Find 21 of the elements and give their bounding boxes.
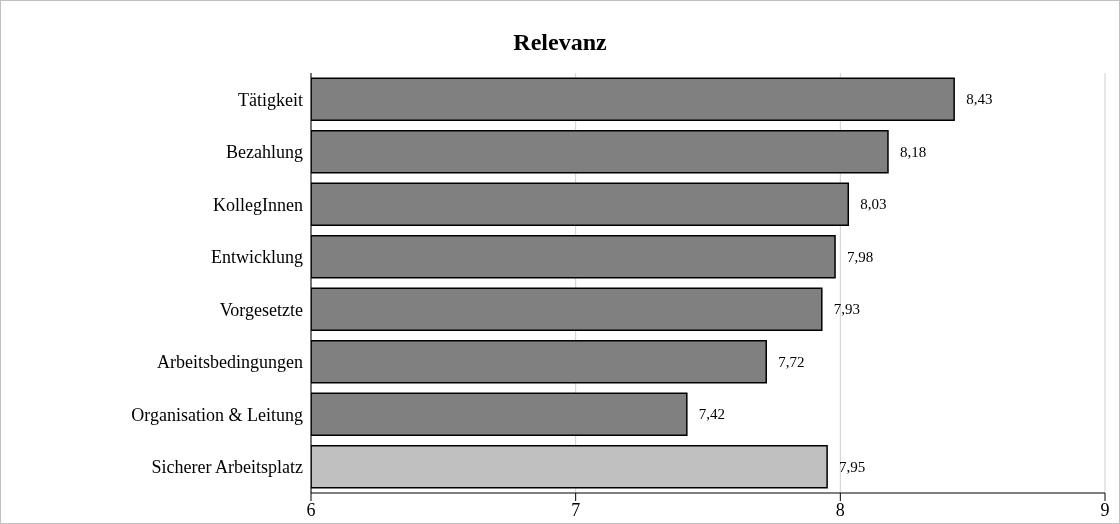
data-label: 7,72 <box>778 353 805 370</box>
data-label: 7,95 <box>839 458 866 475</box>
y-tick-label: Entwicklung <box>211 247 303 268</box>
y-tick-label: Sicherer Arbeitsplatz <box>151 457 303 478</box>
x-tick-label: 9 <box>1100 499 1110 520</box>
data-label: 7,98 <box>847 248 874 265</box>
x-tick-label: 6 <box>306 499 316 520</box>
data-label: 7,42 <box>698 406 726 423</box>
y-tick-label: Tätigkeit <box>238 89 303 110</box>
y-tick-label: KollegInnen <box>213 194 303 215</box>
data-label: 8,18 <box>899 143 927 160</box>
x-tick-label: 7 <box>571 499 581 520</box>
y-tick-label: Arbeitsbedingungen <box>157 352 303 373</box>
chart-title: Relevanz <box>512 27 608 57</box>
x-tick-label: 8 <box>835 499 845 520</box>
data-label: 8,43 <box>966 91 993 108</box>
data-label: 7,93 <box>833 301 861 318</box>
y-tick-label: Bezahlung <box>226 142 303 163</box>
data-label: 8,03 <box>860 196 887 213</box>
y-tick-label: Organisation & Leitung <box>131 404 303 425</box>
y-tick-label: Vorgesetzte <box>219 299 304 320</box>
